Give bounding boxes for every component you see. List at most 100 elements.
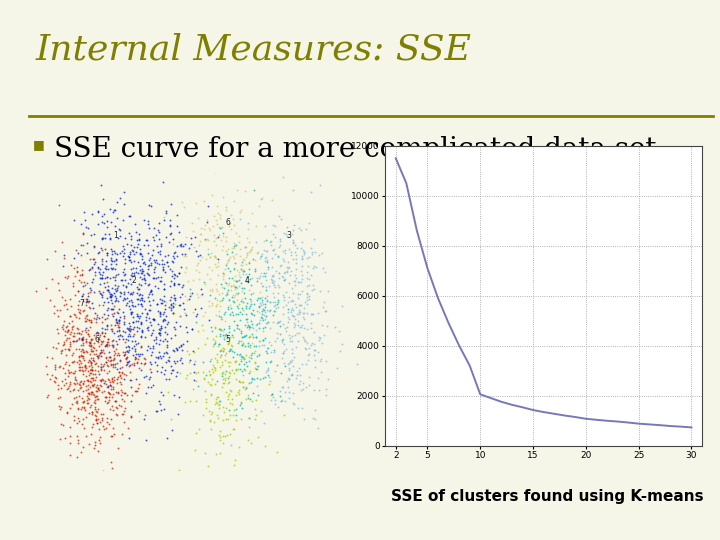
Point <box>309 363 320 372</box>
Point <box>59 360 71 368</box>
Point <box>112 318 123 327</box>
Point <box>267 318 279 326</box>
Point <box>294 364 305 373</box>
Point <box>109 292 121 301</box>
Point <box>73 329 85 338</box>
Point <box>222 257 233 266</box>
Point <box>140 316 152 325</box>
Point <box>114 371 126 380</box>
Point <box>261 319 273 328</box>
Point <box>122 278 133 287</box>
Point <box>250 364 261 373</box>
Point <box>40 284 52 293</box>
Point <box>146 251 158 260</box>
Point <box>235 352 247 360</box>
Point <box>274 237 286 246</box>
Point <box>110 314 122 323</box>
Point <box>66 350 78 359</box>
Point <box>281 263 292 272</box>
Point <box>91 351 102 360</box>
Point <box>222 392 234 401</box>
Point <box>310 406 321 414</box>
Point <box>262 370 274 379</box>
Point <box>285 248 297 256</box>
Point <box>217 228 228 237</box>
Point <box>68 332 79 340</box>
Point <box>156 276 167 285</box>
Point <box>156 255 168 264</box>
Point <box>76 340 87 349</box>
Point <box>291 370 302 379</box>
Point <box>243 394 254 402</box>
Point <box>171 252 183 261</box>
Point <box>153 329 165 338</box>
Point <box>67 336 78 345</box>
Point <box>130 228 141 237</box>
Point <box>301 281 312 290</box>
Point <box>156 260 168 268</box>
Point <box>73 249 84 258</box>
Point <box>312 308 324 317</box>
Point <box>104 356 116 365</box>
Point <box>309 346 320 354</box>
Point <box>197 358 209 367</box>
Point <box>139 260 150 268</box>
Point <box>218 379 230 387</box>
Point <box>184 397 195 406</box>
Point <box>81 347 93 356</box>
Point <box>150 335 162 343</box>
Point <box>74 357 86 366</box>
Point <box>208 418 220 427</box>
Point <box>269 280 280 289</box>
Point <box>241 362 253 370</box>
Point <box>199 280 210 288</box>
Point <box>100 358 112 367</box>
Point <box>135 300 146 308</box>
Point <box>238 289 250 298</box>
Point <box>118 396 130 405</box>
Point <box>228 275 239 284</box>
Point <box>254 271 266 280</box>
Point <box>118 375 130 383</box>
Point <box>253 248 264 256</box>
Point <box>165 305 176 314</box>
Point <box>226 244 238 252</box>
Point <box>304 350 315 359</box>
Point <box>249 347 261 355</box>
Point <box>251 276 262 285</box>
Point <box>267 310 279 319</box>
Point <box>118 318 130 326</box>
Point <box>51 306 63 314</box>
Point <box>266 348 277 356</box>
Point <box>212 341 224 350</box>
Point <box>211 357 222 366</box>
Point <box>220 349 232 358</box>
Point <box>64 342 76 350</box>
Point <box>102 341 113 350</box>
Point <box>225 340 236 349</box>
Point <box>129 345 140 353</box>
Point <box>195 224 207 232</box>
Point <box>265 357 276 366</box>
Point <box>78 424 89 433</box>
Point <box>235 261 246 269</box>
Point <box>292 321 304 330</box>
Point <box>229 282 240 291</box>
Point <box>109 249 121 258</box>
Point <box>317 339 328 347</box>
Point <box>207 287 218 295</box>
Point <box>175 240 186 249</box>
Point <box>176 197 188 206</box>
Point <box>250 405 261 414</box>
Point <box>124 367 135 376</box>
Point <box>153 353 164 361</box>
Point <box>312 251 324 259</box>
Point <box>254 375 266 383</box>
Point <box>168 269 179 278</box>
Point <box>277 173 289 181</box>
Point <box>297 261 308 270</box>
Point <box>251 326 262 334</box>
Point <box>81 391 93 400</box>
Point <box>273 253 284 261</box>
Point <box>287 362 298 370</box>
